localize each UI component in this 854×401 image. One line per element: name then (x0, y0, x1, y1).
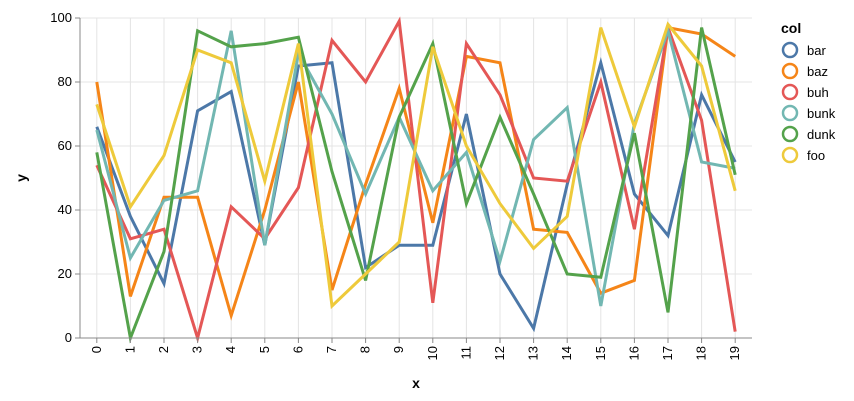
y-tick-label: 100 (50, 10, 72, 25)
y-tick-label: 20 (58, 266, 72, 281)
legend-symbol-foo (781, 146, 799, 164)
x-tick-label: 0 (89, 346, 104, 353)
y-axis-ticks: 0 20 40 60 80 100 (50, 10, 80, 345)
x-tick-label: 16 (626, 346, 641, 360)
legend-symbol-baz (781, 62, 799, 80)
y-tick-label: 80 (58, 74, 72, 89)
series-line-buh (95, 16, 737, 344)
legend-label-foo: foo (807, 148, 825, 163)
y-tick-label: 40 (58, 202, 72, 217)
x-tick-label: 3 (190, 346, 205, 353)
x-tick-label: 5 (257, 346, 272, 353)
x-tick-label: 8 (358, 346, 373, 353)
x-tick-label: 19 (727, 346, 742, 360)
x-tick-label: 13 (526, 346, 541, 360)
grid-lines (80, 17, 752, 339)
series-line-foo (95, 21, 737, 310)
legend-label-bar: bar (807, 43, 826, 58)
legend-label-dunk: dunk (807, 127, 836, 142)
x-tick-label: 12 (492, 346, 507, 360)
legend-label-buh: buh (807, 85, 829, 100)
x-tick-label: 4 (223, 346, 238, 353)
x-tick-label: 9 (391, 346, 406, 353)
y-axis-title: y (13, 174, 29, 182)
x-tick-label: 11 (458, 346, 473, 360)
legend-label-baz: baz (807, 64, 828, 79)
legend-symbol-bunk (781, 104, 799, 122)
x-tick-label: 6 (290, 346, 305, 353)
legend-symbol-bar (781, 41, 799, 59)
legend-title: col (781, 20, 801, 36)
x-axis-title: x (412, 375, 420, 391)
y-tick-label: 60 (58, 138, 72, 153)
legend-symbol-buh (781, 83, 799, 101)
x-axis-ticks: 0 1 2 3 4 5 6 7 8 9 10 11 12 13 14 15 16 17 18 19 (89, 338, 742, 360)
x-tick-label: 15 (593, 346, 608, 360)
series-line-dunk (95, 27, 737, 344)
x-tick-label: 7 (324, 346, 339, 353)
legend-label-bunk: bunk (807, 106, 836, 121)
y-tick-label: 0 (65, 330, 72, 345)
series-line-bar (95, 56, 737, 333)
x-tick-label: 10 (425, 346, 440, 360)
legend-symbol-dunk (781, 125, 799, 143)
legend: col bar baz buh bunk dunk foo (781, 20, 836, 164)
x-tick-label: 17 (660, 346, 675, 360)
series-lines (95, 16, 737, 344)
axes (79, 18, 752, 339)
x-tick-label: 14 (559, 346, 574, 360)
x-tick-label: 18 (694, 346, 709, 360)
x-tick-label: 1 (122, 346, 137, 353)
x-tick-label: 2 (156, 346, 171, 353)
